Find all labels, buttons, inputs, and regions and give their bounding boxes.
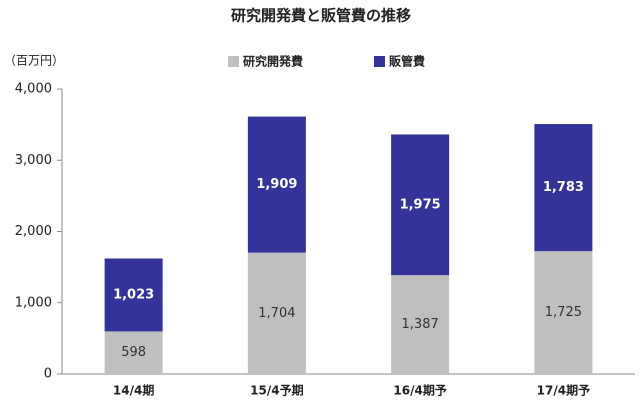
y-tick-label: 0 <box>44 367 52 382</box>
bar-segment <box>247 116 306 253</box>
value-label: 1,725 <box>545 305 582 320</box>
y-tick-label: 1,000 <box>15 295 52 310</box>
value-label: 1,387 <box>402 317 439 332</box>
legend-swatch <box>374 56 385 67</box>
value-label: 598 <box>121 345 146 360</box>
value-label: 1,783 <box>543 180 584 195</box>
x-tick-label: 15/4予期 <box>250 383 303 398</box>
y-tick-label: 2,000 <box>15 224 52 239</box>
bar-segment <box>534 251 593 374</box>
bar-segment <box>104 258 163 332</box>
bar-segment <box>247 252 306 374</box>
bar-segment <box>391 275 450 374</box>
bar-segment <box>534 124 593 252</box>
value-label: 1,975 <box>400 197 441 212</box>
y-tick-label: 4,000 <box>15 82 52 97</box>
value-label: 1,023 <box>113 287 154 302</box>
x-tick-label: 16/4期予 <box>393 383 446 398</box>
legend-swatch <box>228 56 239 67</box>
y-tick-label: 3,000 <box>15 153 52 168</box>
legend-label: 販管費 <box>389 54 425 69</box>
chart-title: 研究開発費と販管費の推移 <box>231 7 411 25</box>
value-label: 1,909 <box>256 177 297 192</box>
value-label: 1,704 <box>258 306 295 321</box>
bar-segment <box>391 134 450 276</box>
legend-label: 研究開発費 <box>243 54 303 69</box>
x-tick-label: 17/4期予 <box>537 383 590 398</box>
bar-segment <box>104 331 163 374</box>
x-tick-label: 14/4期 <box>113 383 154 398</box>
y-axis-label: （百万円） <box>4 54 64 68</box>
